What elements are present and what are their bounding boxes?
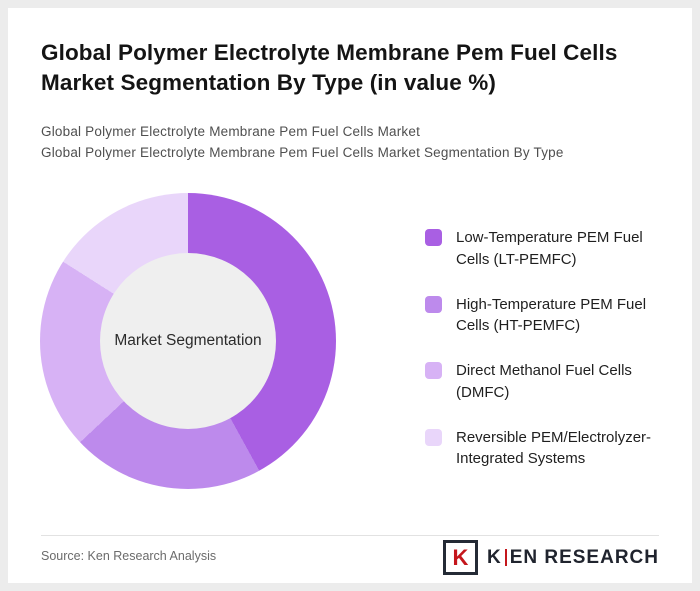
brand-name-first-letter: K xyxy=(486,546,502,568)
legend-swatch-icon xyxy=(425,295,442,313)
brand-name-rest: EN RESEARCH xyxy=(509,546,659,568)
legend-swatch-icon xyxy=(425,229,442,246)
brand-accent-bar-icon xyxy=(504,549,507,566)
brand-logo-icon: K xyxy=(442,540,478,575)
source-text: Source: Ken Research Analysis xyxy=(41,549,217,563)
page-title: Global Polymer Electrolyte Membrane Pem … xyxy=(41,40,618,96)
brand-name: K EN RESEARCH xyxy=(487,547,659,569)
breadcrumb-line-1: Global Polymer Electrolyte Membrane Pem … xyxy=(41,124,421,139)
legend-label: Reversible PEM/Electrolyzer-Integrated S… xyxy=(456,428,652,468)
donut-chart: Market Segmentation xyxy=(40,193,336,489)
donut-center-label: Market Segmentation xyxy=(114,332,262,349)
legend-item: Direct Methanol Fuel Cells (DMFC) xyxy=(425,360,675,404)
brand-logo: K K EN RESEARCH xyxy=(442,540,659,575)
legend-item: Reversible PEM/Electrolyzer-Integrated S… xyxy=(425,427,675,471)
legend: Low-Temperature PEM Fuel Cells (LT-PEMFC… xyxy=(425,227,675,470)
legend-swatch-icon xyxy=(425,428,442,446)
brand-box-letter: K xyxy=(452,544,469,570)
legend-label: High-Temperature PEM Fuel Cells (HT-PEMF… xyxy=(456,295,647,335)
legend-item: Low-Temperature PEM Fuel Cells (LT-PEMFC… xyxy=(425,227,675,271)
breadcrumb-line-2: Global Polymer Electrolyte Membrane Pem … xyxy=(41,145,564,160)
footer-divider xyxy=(41,535,659,536)
legend-label: Low-Temperature PEM Fuel Cells (LT-PEMFC… xyxy=(456,229,643,268)
chart-card: Global Polymer Electrolyte Membrane Pem … xyxy=(8,8,692,583)
legend-swatch-icon xyxy=(425,362,442,379)
legend-item: High-Temperature PEM Fuel Cells (HT-PEMF… xyxy=(425,294,675,338)
donut-center: Market Segmentation xyxy=(100,253,276,429)
legend-label: Direct Methanol Fuel Cells (DMFC) xyxy=(456,362,632,401)
